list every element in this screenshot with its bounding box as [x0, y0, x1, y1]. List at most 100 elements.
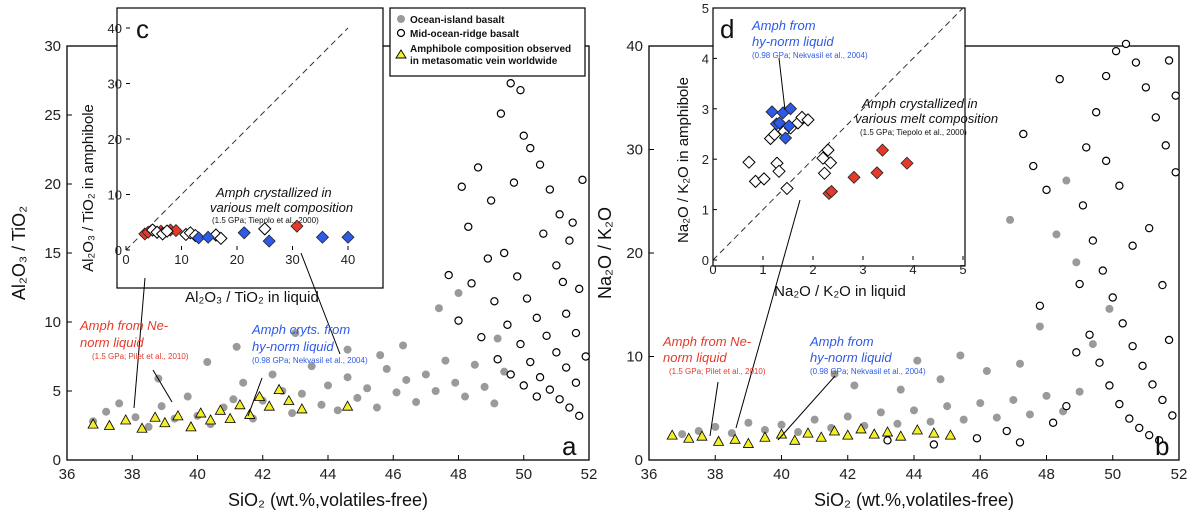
panel-b-open-circle-point	[1105, 381, 1114, 390]
panel-a-open-circle-point	[454, 316, 463, 325]
panel-b-filled-circle-point	[1035, 322, 1044, 331]
x-tick-label: 44	[906, 466, 923, 483]
y-tick-label: 5	[53, 383, 61, 400]
panel-d-open-diamond-point	[823, 156, 838, 170]
panel-a-filled-circle-point	[454, 289, 463, 298]
panel-a-hy-label-line2: hy-norm liquid	[252, 339, 334, 354]
panel-a-open-circle-point	[575, 411, 584, 421]
panel-d-open-diamond-point	[801, 113, 815, 127]
x-tick-label: 48	[450, 466, 467, 483]
x-tick-label: 48	[1038, 466, 1055, 483]
panel-b-melt-leader	[735, 199, 801, 429]
y-tick-label: 0	[53, 452, 61, 469]
panel-b-open-circle-point	[1072, 348, 1081, 357]
panel-a-ne-leader-top	[133, 277, 146, 409]
panel-a-triangle-point	[195, 407, 207, 418]
panel-b-hy-label-line1: Amph from	[809, 334, 874, 349]
panel-a-filled-circle-point	[239, 378, 248, 387]
panel-b-filled-circle-point	[1075, 387, 1084, 396]
panel-c-x-axis-title: Al₂O₃ / TiO₂ in liquid	[185, 289, 319, 306]
panel-d-one-to-one-line	[712, 7, 964, 261]
panel-c-open-diamond-point	[214, 231, 228, 246]
panel-b-open-circle-point	[1002, 426, 1011, 436]
panel-d-diamond-point	[900, 156, 914, 170]
panel-a-open-circle-point	[558, 277, 568, 287]
y-tick-label: 3	[702, 102, 709, 117]
panel-a-open-circle-point	[578, 175, 587, 185]
panel-c-open-diamond-point	[160, 224, 174, 238]
panel-a-hy-reference: (0.98 GPa; Nekvasil et al., 2004)	[252, 356, 368, 365]
panel-c-y-ticks: 0 10 20 30 40	[108, 21, 130, 258]
panel-c-diamond-point	[262, 234, 276, 248]
panel-a-open-circle-point	[486, 196, 496, 205]
panel-d-hy-reference: (0.98 GPa; Nekvasil et al., 2004)	[752, 51, 868, 60]
panel-b-triangle-point	[729, 433, 741, 444]
panel-a-y-axis-title: Al₂O₃ / TiO₂	[9, 206, 29, 300]
legend-mid-ocean-label: Mid-ocean-ridge basalt	[410, 29, 520, 40]
panel-d-open-diamond-point	[742, 155, 756, 169]
panel-a-open-circle-point	[457, 182, 466, 191]
panel-b-filled-circle-point	[1088, 340, 1097, 349]
panel-b-x-axis-title: SiO₂ (wt.%,volatiles-free)	[814, 490, 1014, 510]
panel-a-open-circle-point	[542, 331, 551, 340]
panel-a-open-circle-point	[532, 313, 542, 323]
panel-b-open-circle-point	[1144, 430, 1154, 440]
y-tick-label: 0	[702, 253, 709, 268]
panel-b-filled-circle-point	[1062, 176, 1071, 185]
x-tick-label: 52	[581, 466, 598, 483]
panel-b-filled-circle-point	[678, 430, 687, 439]
y-tick-label: 40	[626, 38, 643, 55]
panel-a-filled-circle-point	[441, 356, 450, 365]
panel-a-triangle-point	[296, 403, 308, 414]
panel-b-filled-circle-point	[992, 413, 1001, 422]
y-tick-label: 0	[635, 452, 643, 469]
panel-a-open-circle-point	[516, 339, 525, 349]
panel-b-filled-circle-point	[1072, 258, 1081, 267]
panel-a-triangle-point	[214, 404, 227, 415]
panel-b-open-circle-point	[929, 440, 939, 449]
legend-ocean-island-marker	[397, 15, 405, 23]
panel-a-open-circle-point	[513, 272, 522, 281]
panel-a-filled-circle-point	[493, 334, 502, 343]
y-tick-label: 20	[108, 132, 122, 147]
panel-b-y-axis-title: Na₂O / K₂O	[595, 207, 615, 299]
panel-a-open-circle-point	[571, 378, 581, 387]
panel-b-open-circle-point	[1035, 301, 1045, 310]
panel-a-open-circle-point	[496, 109, 506, 118]
x-tick-label: 46	[385, 466, 402, 483]
panel-a-x-ticks: 36 38 40 42 44 46 48 50 52	[59, 455, 598, 483]
panel-b-ne-leader	[709, 381, 719, 437]
panel-b-triangle-point	[815, 431, 827, 442]
panel-c-open-diamond-point	[258, 222, 272, 236]
panel-a-open-circle-point	[483, 254, 493, 263]
panel-d-hy-label-line2: hy-norm liquid	[752, 34, 834, 49]
panel-c-diamond-point	[192, 231, 206, 245]
y-tick-label: 30	[44, 38, 61, 55]
panel-b-filled-circle-point	[1025, 410, 1034, 419]
panel-a-triangle-point	[263, 400, 275, 411]
panel-b-open-circle-point	[1158, 280, 1167, 290]
x-tick-label: 40	[341, 252, 355, 267]
panel-b-open-circle-point	[1115, 399, 1124, 409]
panel-a-filled-circle-point	[480, 382, 489, 391]
panel-b-open-circle-point	[1121, 39, 1131, 49]
panel-b-open-circle-point	[1085, 330, 1094, 339]
panel-a-filled-circle-point	[291, 329, 300, 338]
panel-a-open-circle-point	[555, 395, 564, 404]
y-tick-label: 4	[702, 51, 709, 66]
panel-b-triangle-point	[696, 430, 708, 441]
panel-b-ne-label-line2: norm liquid	[663, 350, 727, 365]
x-tick-label: 38	[124, 466, 141, 483]
panel-d-letter: d	[720, 14, 734, 44]
y-tick-label: 30	[626, 142, 643, 159]
x-tick-label: 20	[230, 252, 244, 267]
panel-c-diamond-point	[341, 230, 355, 244]
x-tick-label: 44	[320, 466, 337, 483]
panel-b-filled-circle-point	[794, 428, 803, 437]
panel-b-triangle-point	[911, 424, 923, 435]
x-tick-label: 30	[285, 252, 299, 267]
legend-amphibole-label: Amphibole composition observed in metaso…	[410, 44, 572, 67]
panel-b-triangle-point	[842, 429, 854, 440]
panel-b-open-circle-point	[1015, 438, 1025, 447]
